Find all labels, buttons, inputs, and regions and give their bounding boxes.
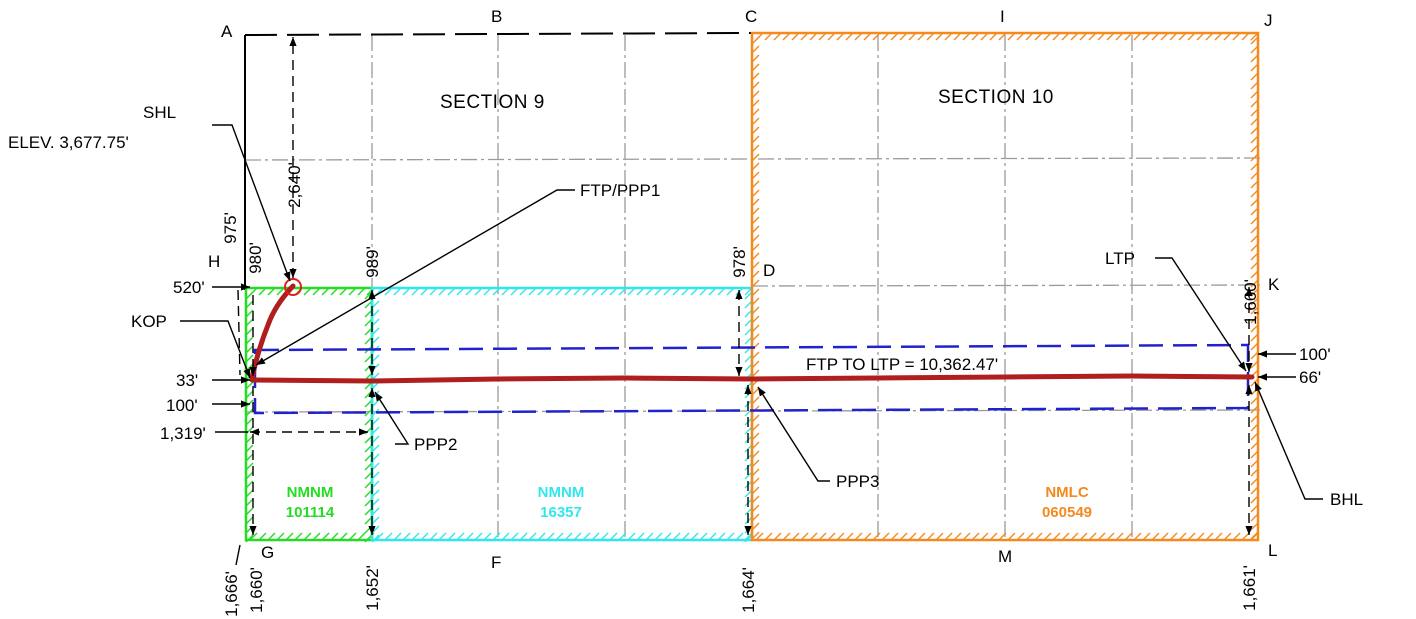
corner-i: I	[1000, 7, 1005, 26]
lease-nmlc-060549	[750, 31, 1260, 542]
section-10-title: SECTION 10	[938, 87, 1054, 108]
corner-h: H	[208, 252, 220, 271]
lease-3-number: 060549	[1042, 504, 1092, 521]
corner-k: K	[1268, 275, 1280, 294]
shl-label: SHL	[143, 103, 176, 122]
dim-33: 33'	[176, 371, 198, 390]
dimension-lines	[235, 37, 1253, 566]
corner-l: L	[1268, 541, 1277, 560]
corner-g: G	[261, 543, 274, 562]
dim-520: 520'	[173, 278, 205, 297]
point-labels: SHL ELEV. 3,677.75' FTP/PPP1 KOP PPP2 PP…	[8, 103, 1363, 509]
corner-m: M	[998, 547, 1012, 566]
section-9-boundary	[244, 32, 753, 290]
dim-1652: 1,652'	[363, 565, 382, 611]
bhl-label: BHL	[1330, 490, 1363, 509]
dim-1661: 1,661'	[1240, 565, 1259, 611]
section-9-title: SECTION 9	[440, 92, 545, 113]
corner-d: D	[763, 261, 775, 280]
ftp-ppp1-label: FTP/PPP1	[580, 181, 660, 200]
dimension-labels: 2,640' 975' 980' 989' 978' 1,660' 520' 3…	[160, 162, 1331, 617]
dim-1666: 1,666'	[222, 571, 241, 617]
lease-2-name: NMNM	[538, 484, 585, 501]
ltp-label: LTP	[1105, 249, 1135, 268]
corner-b: B	[491, 7, 502, 26]
corner-c: C	[745, 7, 757, 26]
corner-a: A	[221, 22, 233, 41]
dim-1664: 1,664'	[739, 567, 758, 613]
lease-3-name: NMLC	[1045, 484, 1088, 501]
dim-978: 978'	[730, 246, 749, 278]
dim-100-left: 100'	[166, 396, 198, 415]
ppp2-label: PPP2	[414, 435, 457, 454]
lease-2-number: 16357	[540, 504, 582, 521]
dim-1319: 1,319'	[160, 424, 206, 443]
wellbore-path	[249, 278, 1255, 384]
dim-980: 980'	[246, 242, 265, 274]
kop-label: KOP	[131, 312, 167, 331]
lateral-length-label: FTP TO LTP = 10,362.47'	[806, 355, 998, 374]
dim-2640: 2,640'	[285, 162, 304, 208]
corner-f: F	[491, 553, 501, 572]
dim-989: 989'	[363, 246, 382, 278]
ppp3-label: PPP3	[836, 472, 879, 491]
dim-975: 975'	[221, 212, 240, 244]
dim-1660-right: 1,660'	[1241, 279, 1260, 325]
dim-66: 66'	[1299, 368, 1321, 387]
dim-1660-bottom: 1,660'	[247, 567, 266, 613]
leader-lines	[180, 124, 1323, 500]
corner-labels: A B C I J H D K G F M L	[208, 7, 1280, 572]
dim-100-right: 100'	[1299, 345, 1331, 364]
lease-1-name: NMNM	[287, 484, 334, 501]
corner-j: J	[1264, 11, 1273, 30]
lease-1-number: 101114	[286, 504, 335, 521]
lease-labels: NMNM 101114 NMNM 16357 NMLC 060549	[286, 484, 1092, 521]
shl-marker	[284, 278, 302, 296]
elevation-label: ELEV. 3,677.75'	[8, 133, 129, 152]
